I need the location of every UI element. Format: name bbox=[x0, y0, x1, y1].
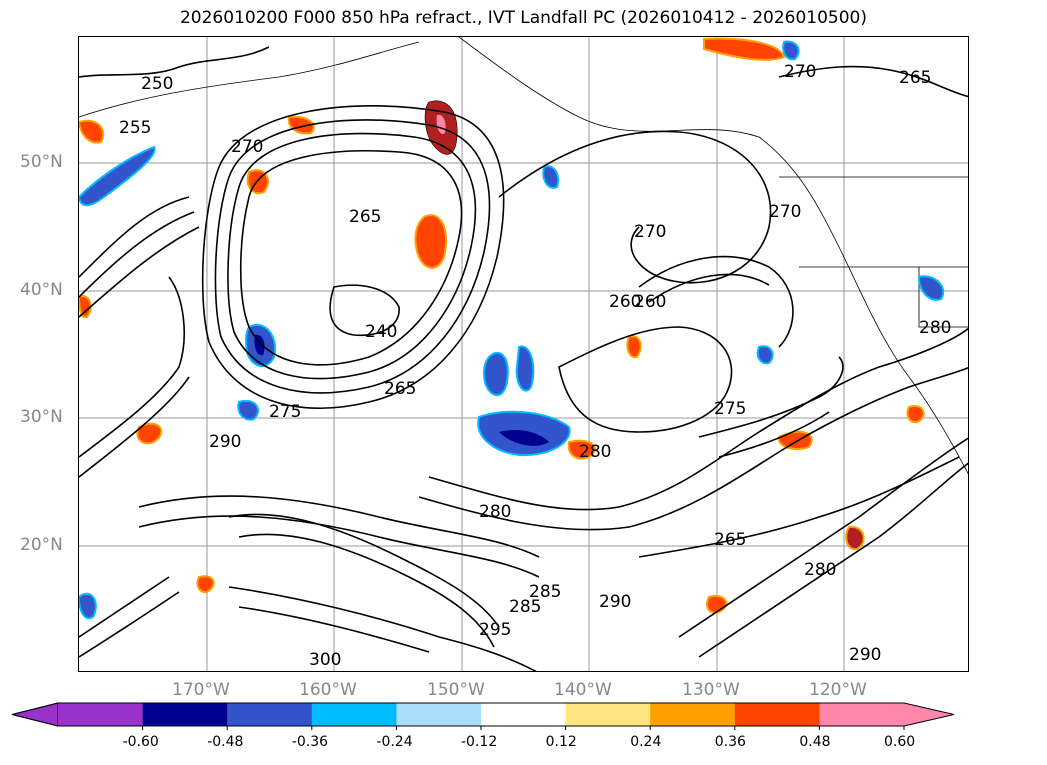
colorbar-tick-label: 0.60 bbox=[884, 734, 916, 750]
contour-label: 285 bbox=[509, 597, 541, 617]
contour-label: 255 bbox=[119, 118, 151, 138]
contour-label: 250 bbox=[141, 74, 173, 94]
colorbar-tick-label: 0.36 bbox=[714, 734, 746, 750]
contour-label: 265 bbox=[899, 68, 931, 88]
lon-label-120w: 120°W bbox=[809, 680, 867, 700]
refractivity-contours bbox=[79, 46, 968, 671]
colorbar-segment bbox=[396, 703, 482, 726]
contour-label: 265 bbox=[349, 207, 381, 227]
colorbar-segment bbox=[734, 703, 820, 726]
colorbar-segment bbox=[481, 703, 567, 726]
colorbar-tick-label: -0.36 bbox=[291, 734, 329, 750]
contour-label: 240 bbox=[365, 322, 397, 342]
colorbar-segment bbox=[311, 703, 397, 726]
contour-label: 270 bbox=[784, 62, 816, 82]
contour-label: 260 bbox=[609, 292, 641, 312]
coastline bbox=[79, 37, 968, 475]
contour-label: 265 bbox=[714, 530, 746, 550]
contour-label: 295 bbox=[479, 620, 511, 640]
colorbar-tick-label: -0.24 bbox=[376, 734, 413, 750]
contour-label: 265 bbox=[384, 379, 416, 399]
contour-label: 300 bbox=[309, 650, 341, 670]
map-canvas: 250 255 270 265 270 265 240 260 265 270 … bbox=[79, 37, 968, 671]
lon-label-130w: 130°W bbox=[682, 680, 740, 700]
contour-label: 285 bbox=[529, 582, 561, 602]
colorbar bbox=[11, 702, 955, 730]
colorbar-tick-label: -0.60 bbox=[122, 734, 159, 750]
contour-label: 275 bbox=[714, 399, 746, 419]
contour-label: 280 bbox=[479, 502, 511, 522]
colorbar-segment bbox=[142, 703, 228, 726]
colorbar-extend-min bbox=[11, 702, 59, 727]
colorbar-segment bbox=[58, 703, 143, 726]
negative-anomaly-patches bbox=[79, 40, 945, 620]
contour-label: 280 bbox=[579, 442, 611, 462]
contour-label: 270 bbox=[231, 137, 263, 157]
contour-label: 275 bbox=[269, 402, 301, 422]
colorbar-outline bbox=[11, 702, 955, 727]
map-panel: 250 255 270 265 270 265 240 260 265 270 … bbox=[78, 36, 969, 672]
plot-title: 2026010200 F000 850 hPa refract., IVT La… bbox=[179, 8, 867, 28]
lon-label-150w: 150°W bbox=[427, 680, 485, 700]
colorbar-tick-label: -0.48 bbox=[207, 734, 244, 750]
colorbar-segment bbox=[565, 703, 651, 726]
contour-label: 280 bbox=[919, 318, 951, 338]
contour-label: 270 bbox=[634, 222, 666, 242]
colorbar-extend-max bbox=[819, 703, 954, 726]
lat-label-40n: 40°N bbox=[20, 280, 63, 300]
colorbar-tick-label: -0.12 bbox=[461, 734, 498, 750]
colorbar-segments bbox=[11, 702, 955, 727]
contour-label: 290 bbox=[849, 645, 881, 665]
colorbar-tick-label: 0.12 bbox=[545, 734, 577, 750]
contour-label: 290 bbox=[599, 592, 631, 612]
colorbar-segment bbox=[650, 703, 736, 726]
lat-label-30n: 30°N bbox=[20, 407, 63, 427]
contour-value-labels: 250 255 270 265 270 265 240 260 265 270 … bbox=[119, 62, 951, 670]
colorbar-tick-label: 0.48 bbox=[799, 734, 831, 750]
lat-label-50n: 50°N bbox=[20, 152, 63, 172]
contour-label: 270 bbox=[769, 202, 801, 222]
lon-label-140w: 140°W bbox=[554, 680, 612, 700]
contour-label: 280 bbox=[804, 560, 836, 580]
colorbar-tick-label: 0.24 bbox=[630, 734, 662, 750]
contour-label: 290 bbox=[209, 432, 241, 452]
colorbar-segment bbox=[227, 703, 313, 726]
colorbar-tick-marks bbox=[142, 726, 905, 730]
lat-label-20n: 20°N bbox=[20, 535, 63, 555]
contour-label: 260 bbox=[634, 292, 666, 312]
lon-label-170w: 170°W bbox=[172, 680, 230, 700]
lon-label-160w: 160°W bbox=[299, 680, 357, 700]
